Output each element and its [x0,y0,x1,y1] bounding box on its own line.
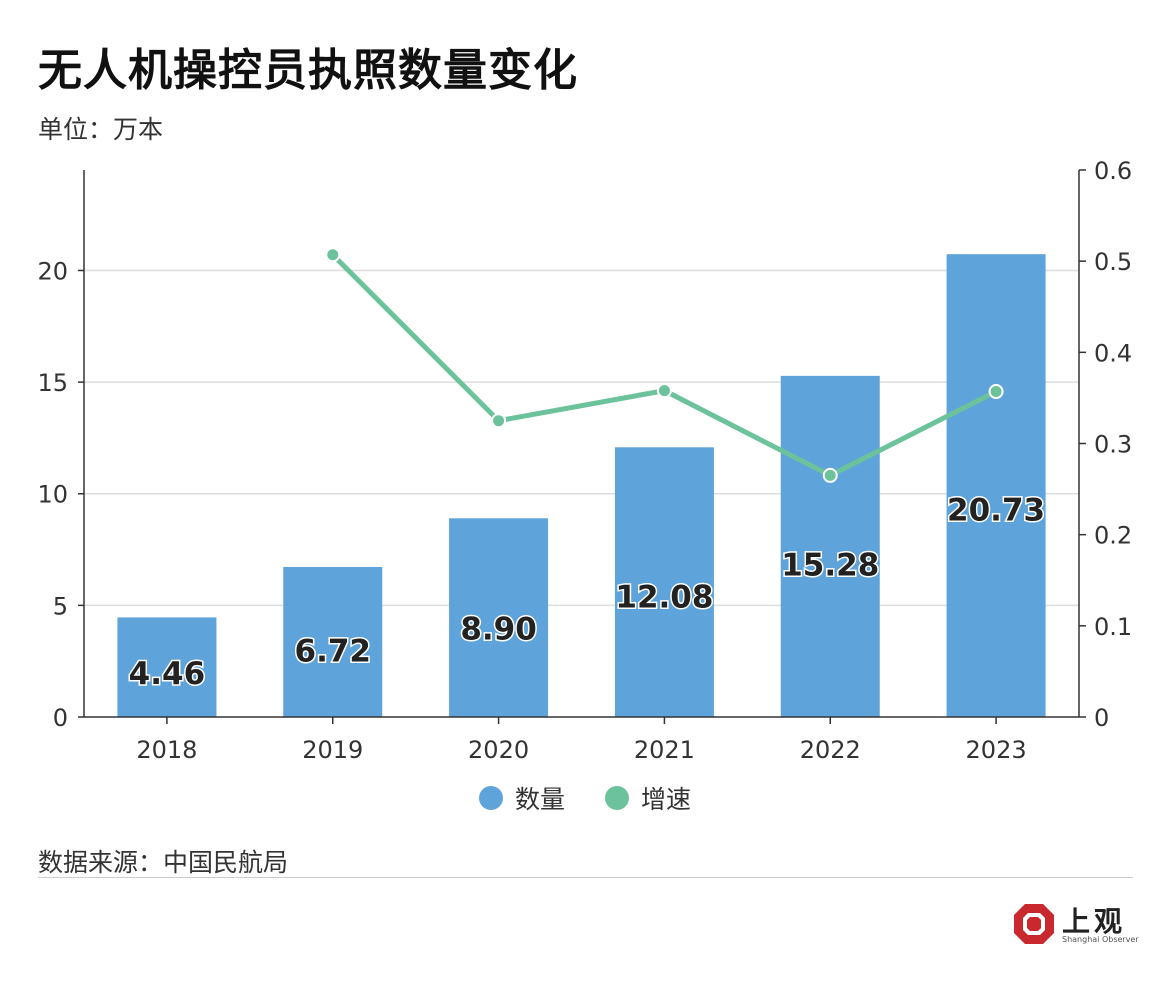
bar-data-label: 15.28 [781,547,879,583]
y-right-tick-label: 0 [1094,704,1109,732]
combo-chart: 0 5 10 15 20 0 0.1 0.2 0.3 0.4 0.5 0.6 2018 2019 2020 2… [37,157,1132,764]
brand-name: 上观 [1062,905,1127,938]
bar-data-label: 8.90 [460,612,537,648]
bar [449,518,549,717]
bar [614,447,714,717]
y-left-tick-label: 0 [53,704,68,732]
legend-item-quantity[interactable]: 数量 [478,780,565,816]
y-right-tick-label: 0.3 [1094,431,1132,459]
legend: 数量 增速 [0,780,1170,816]
legend-label-quantity: 数量 [514,785,565,814]
legend-item-growth[interactable]: 增速 [605,780,691,816]
unit-label: 单位：万本 [38,115,164,144]
y-right-tick-label: 0.6 [1094,157,1132,185]
x-tick-label: 2022 [800,736,861,764]
divider [38,877,1133,878]
bar [117,617,217,717]
growth-point [325,247,341,263]
x-tick-label: 2018 [136,736,197,764]
y-right-tick-label: 0.2 [1094,522,1132,550]
y-left-tick-label: 5 [53,592,68,620]
y-left-tick-label: 20 [37,257,68,285]
chart-title: 无人机操控员执照数量变化 [38,45,578,96]
bar-data-label: 20.73 [947,493,1045,529]
growth-point [491,413,507,429]
brand-subtitle: Shanghai Observer [1062,935,1139,944]
y-right-tick-label: 0.5 [1094,248,1132,276]
growth-point [656,383,672,399]
legend-swatch-growth [605,786,629,810]
source-note: 数据来源：中国民航局 [38,848,289,877]
y-left-tick-label: 15 [37,369,68,397]
legend-swatch-quantity [478,786,503,810]
y-right-tick-label: 0.4 [1094,339,1132,367]
x-tick-label: 2023 [966,736,1027,764]
bar-data-label: 6.72 [295,633,372,669]
bar-data-label: 4.46 [129,656,206,692]
growth-point [822,467,838,483]
legend-label-growth: 增速 [641,785,692,814]
brand-mark: 上观 Shanghai Observer [1012,902,1139,950]
x-tick-label: 2020 [468,736,529,764]
growth-series-line [330,253,998,478]
bar [780,375,880,717]
shanghai-observer-logo-icon [1014,904,1054,944]
bar-data-label: 12.08 [615,580,713,616]
y-right-tick-label: 0.1 [1094,613,1132,641]
y-left-tick-label: 10 [37,481,68,509]
x-tick-label: 2019 [302,736,363,764]
bar [946,254,1046,717]
growth-point [988,384,1004,400]
x-tick-label: 2021 [634,736,695,764]
bar [283,566,383,717]
